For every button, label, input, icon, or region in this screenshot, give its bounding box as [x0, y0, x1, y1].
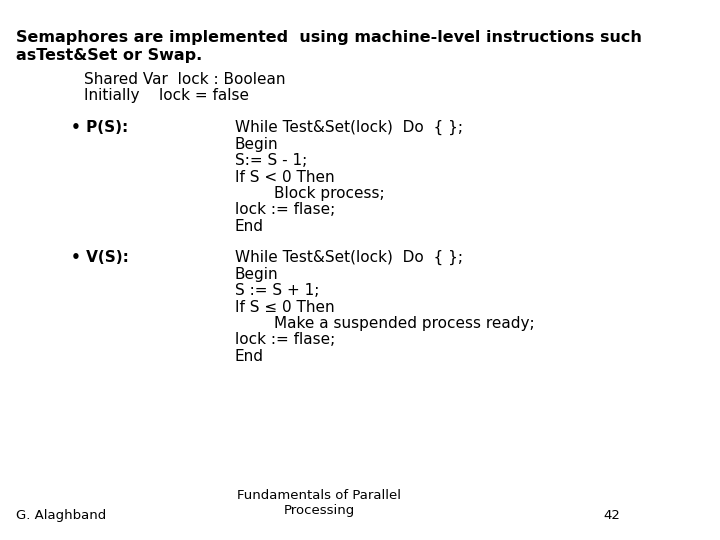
Text: If S ≤ 0 Then: If S ≤ 0 Then	[235, 300, 335, 314]
Text: While Test&Set(lock)  Do  { };: While Test&Set(lock) Do { };	[235, 250, 463, 265]
Text: If S < 0 Then: If S < 0 Then	[235, 170, 335, 185]
Text: Block process;: Block process;	[235, 186, 384, 201]
Text: • P(S):: • P(S):	[71, 120, 128, 135]
Text: 42: 42	[603, 509, 621, 522]
Text: End: End	[235, 349, 264, 364]
Text: While Test&Set(lock)  Do  { };: While Test&Set(lock) Do { };	[235, 120, 463, 135]
Text: Fundamentals of Parallel
Processing: Fundamentals of Parallel Processing	[237, 489, 401, 517]
Text: End: End	[235, 219, 264, 234]
Text: Shared Var  lock : Boolean: Shared Var lock : Boolean	[84, 72, 286, 87]
Text: asTest&Set or Swap.: asTest&Set or Swap.	[16, 48, 202, 63]
Text: lock := flase;: lock := flase;	[235, 202, 335, 218]
Text: G. Alaghband: G. Alaghband	[16, 509, 107, 522]
Text: • V(S):: • V(S):	[71, 250, 129, 265]
Text: S:= S - 1;: S:= S - 1;	[235, 153, 307, 168]
Text: Initially    lock = false: Initially lock = false	[84, 88, 249, 103]
Text: Semaphores are implemented  using machine-level instructions such: Semaphores are implemented using machine…	[16, 30, 642, 45]
Text: Begin: Begin	[235, 267, 279, 281]
Text: Begin: Begin	[235, 137, 279, 152]
Text: lock := flase;: lock := flase;	[235, 333, 335, 348]
Text: S := S + 1;: S := S + 1;	[235, 283, 319, 298]
Text: Make a suspended process ready;: Make a suspended process ready;	[235, 316, 534, 331]
